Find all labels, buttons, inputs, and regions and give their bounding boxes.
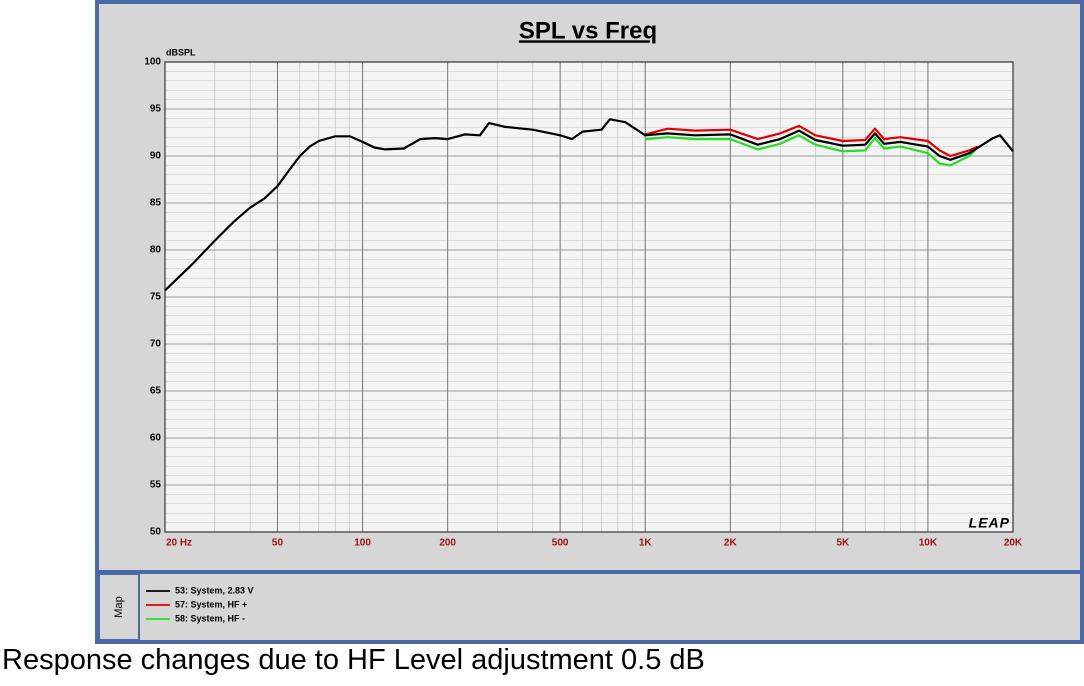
y-tick-label: 95: [150, 104, 162, 115]
chart-title: SPL vs Freq: [519, 17, 657, 44]
x-tick-label: 200: [439, 538, 456, 549]
x-tick-label: 1K: [639, 538, 653, 549]
y-tick-label: 60: [150, 433, 162, 444]
series-line: [164, 118, 1014, 292]
x-tick-label: 500: [552, 538, 569, 549]
y-tick-label: 55: [150, 480, 162, 491]
y-tick-label: 65: [150, 386, 162, 397]
y-tick-label: 70: [150, 339, 162, 350]
x-tick-label: 100: [354, 538, 371, 549]
y-tick-label: 90: [150, 151, 162, 162]
x-tick-label: 5K: [836, 538, 850, 549]
legend-label: 58: System, HF -: [175, 613, 245, 623]
legend-label: 57: System, HF +: [175, 599, 247, 609]
caption: Response changes due to HF Level adjustm…: [2, 644, 705, 676]
y-tick-label: 100: [144, 57, 161, 68]
map-label: Map: [113, 596, 125, 617]
x-tick-label: 10K: [919, 538, 938, 549]
y-tick-label: 50: [150, 527, 162, 538]
y-axis-label: dBSPL: [166, 47, 196, 57]
y-tick-label: 85: [150, 198, 162, 209]
x-tick-label: 2K: [724, 538, 738, 549]
chart: Map SPL vs Freq dBSPL LEAP 50 55 60 65 70 75 8…: [95, 0, 1084, 644]
plot-border: [164, 61, 1014, 533]
x-tick-label: 20K: [1004, 538, 1023, 549]
legend-label: 53: System, 2.83 V: [175, 585, 254, 595]
y-tick-label: 80: [150, 245, 162, 256]
x-tick-label: 20 Hz: [166, 538, 192, 549]
x-tick-label: 50: [272, 538, 284, 549]
series-line: [645, 134, 979, 167]
series-line: [644, 124, 979, 158]
map-tab: [98, 573, 140, 641]
logo: LEAP: [969, 515, 1010, 531]
y-tick-label: 75: [150, 292, 162, 303]
